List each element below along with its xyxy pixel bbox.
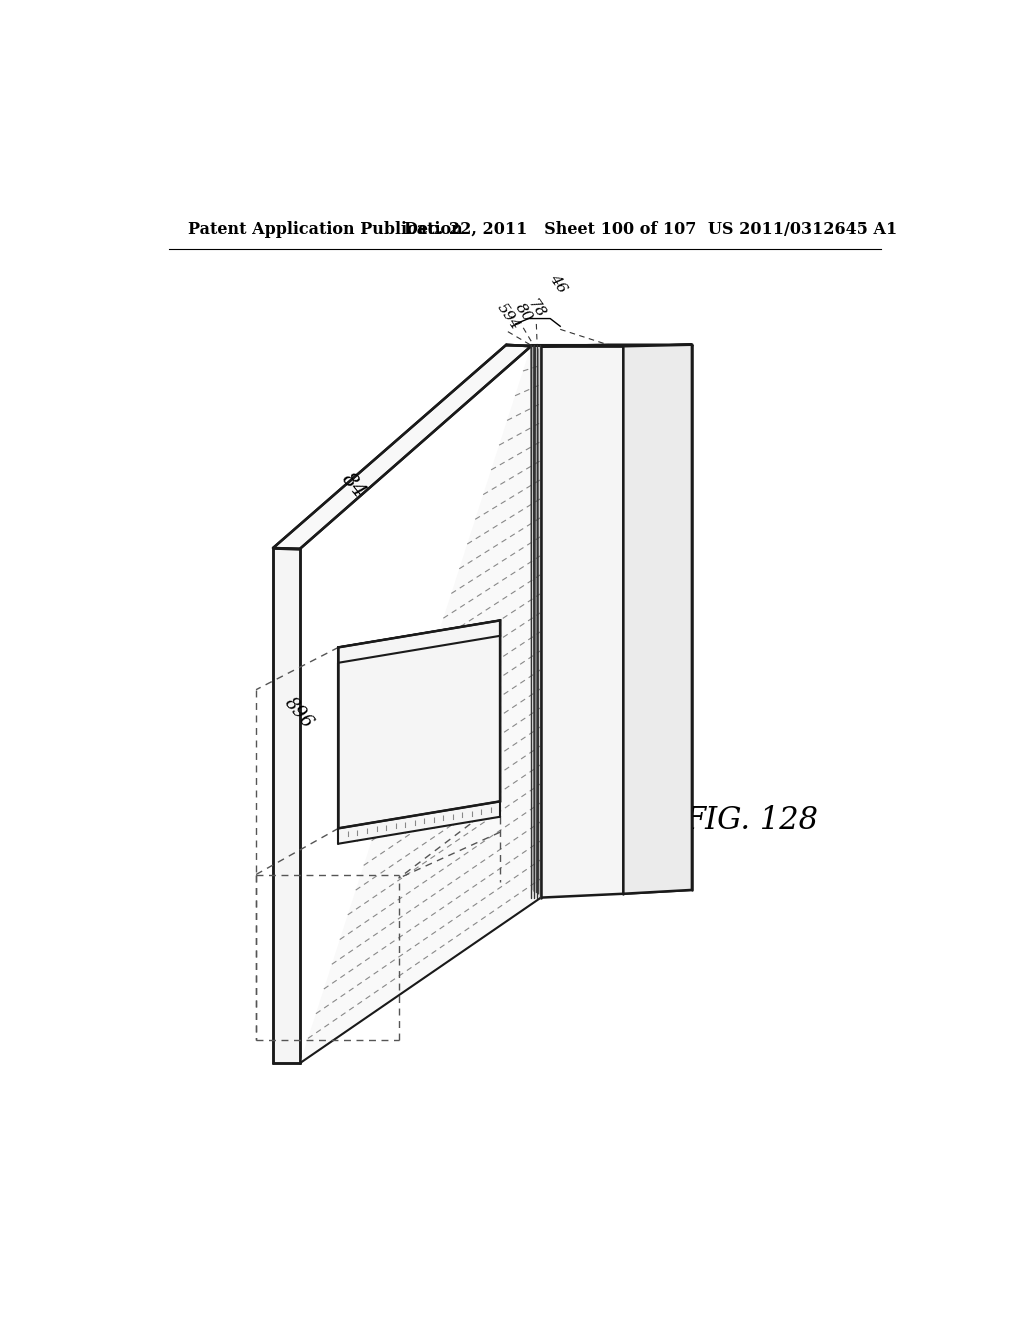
Polygon shape	[339, 636, 500, 843]
Polygon shape	[300, 346, 541, 1063]
Text: US 2011/0312645 A1: US 2011/0312645 A1	[708, 220, 897, 238]
Text: 46: 46	[547, 272, 569, 296]
Text: FIG. 128: FIG. 128	[685, 805, 819, 836]
Polygon shape	[339, 620, 500, 829]
Text: 896: 896	[281, 694, 316, 731]
Text: 80: 80	[512, 301, 535, 325]
Polygon shape	[273, 345, 531, 549]
Text: 78: 78	[525, 297, 548, 321]
Text: 84: 84	[338, 470, 370, 502]
Polygon shape	[624, 345, 692, 894]
Text: Dec. 22, 2011   Sheet 100 of 107: Dec. 22, 2011 Sheet 100 of 107	[403, 220, 696, 238]
Text: Patent Application Publication: Patent Application Publication	[188, 220, 463, 238]
Polygon shape	[541, 346, 624, 898]
Polygon shape	[541, 345, 692, 346]
Text: 594: 594	[494, 300, 522, 333]
Polygon shape	[339, 620, 500, 663]
Polygon shape	[273, 548, 300, 1063]
